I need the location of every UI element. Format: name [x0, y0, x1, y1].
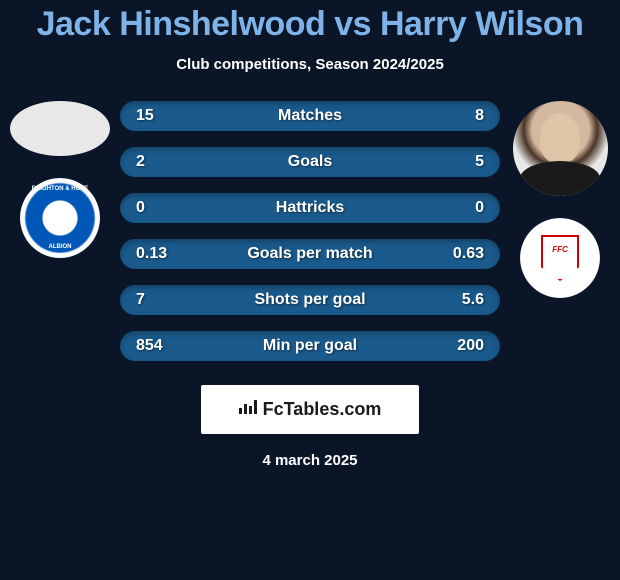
- player-avatar-left: [10, 101, 110, 156]
- main-comparison-area: BRIGHTON & HOVE ALBION 15 Matches 8 2 Go…: [0, 101, 620, 361]
- player-avatar-right: [513, 101, 608, 196]
- stat-label: Goals per match: [247, 245, 372, 263]
- stat-left-value: 0.13: [136, 245, 167, 263]
- brand-chart-icon: [239, 400, 257, 419]
- date-label: 4 march 2025: [262, 452, 357, 469]
- stat-right-value: 0: [475, 199, 484, 217]
- stat-label: Hattricks: [276, 199, 344, 217]
- stat-label: Goals: [288, 153, 332, 171]
- stat-row-hattricks: 0 Hattricks 0: [120, 193, 500, 223]
- right-player-column: [500, 101, 620, 298]
- stat-left-value: 15: [136, 107, 154, 125]
- stat-right-value: 200: [457, 337, 484, 355]
- stats-column: 15 Matches 8 2 Goals 5 0 Hattricks 0 0.1…: [120, 101, 500, 361]
- stat-label: Shots per goal: [254, 291, 365, 309]
- stat-right-value: 8: [475, 107, 484, 125]
- brand-name: FcTables.com: [263, 399, 382, 420]
- stat-row-min-per-goal: 854 Min per goal 200: [120, 331, 500, 361]
- club-badge-fulham: [520, 218, 600, 298]
- brighton-badge-text-bottom: ALBION: [49, 244, 72, 250]
- brighton-badge-text-top: BRIGHTON & HOVE: [32, 186, 89, 192]
- stat-left-value: 7: [136, 291, 145, 309]
- stat-row-shots-per-goal: 7 Shots per goal 5.6: [120, 285, 500, 315]
- stat-label: Min per goal: [263, 337, 357, 355]
- stat-left-value: 2: [136, 153, 145, 171]
- brand-attribution: FcTables.com: [201, 385, 420, 434]
- bar-chart-icon: [239, 400, 257, 414]
- page-title: Jack Hinshelwood vs Harry Wilson: [37, 5, 584, 44]
- stat-row-goals: 2 Goals 5: [120, 147, 500, 177]
- stat-row-matches: 15 Matches 8: [120, 101, 500, 131]
- stat-label: Matches: [278, 107, 342, 125]
- fulham-shield-icon: [541, 235, 579, 281]
- stat-right-value: 5.6: [462, 291, 484, 309]
- stat-left-value: 854: [136, 337, 163, 355]
- stat-right-value: 0.63: [453, 245, 484, 263]
- club-badge-brighton: BRIGHTON & HOVE ALBION: [20, 178, 100, 258]
- subtitle: Club competitions, Season 2024/2025: [176, 56, 444, 73]
- infographic-container: Jack Hinshelwood vs Harry Wilson Club co…: [0, 0, 620, 580]
- stat-left-value: 0: [136, 199, 145, 217]
- stat-row-goals-per-match: 0.13 Goals per match 0.63: [120, 239, 500, 269]
- left-player-column: BRIGHTON & HOVE ALBION: [0, 101, 120, 258]
- stat-right-value: 5: [475, 153, 484, 171]
